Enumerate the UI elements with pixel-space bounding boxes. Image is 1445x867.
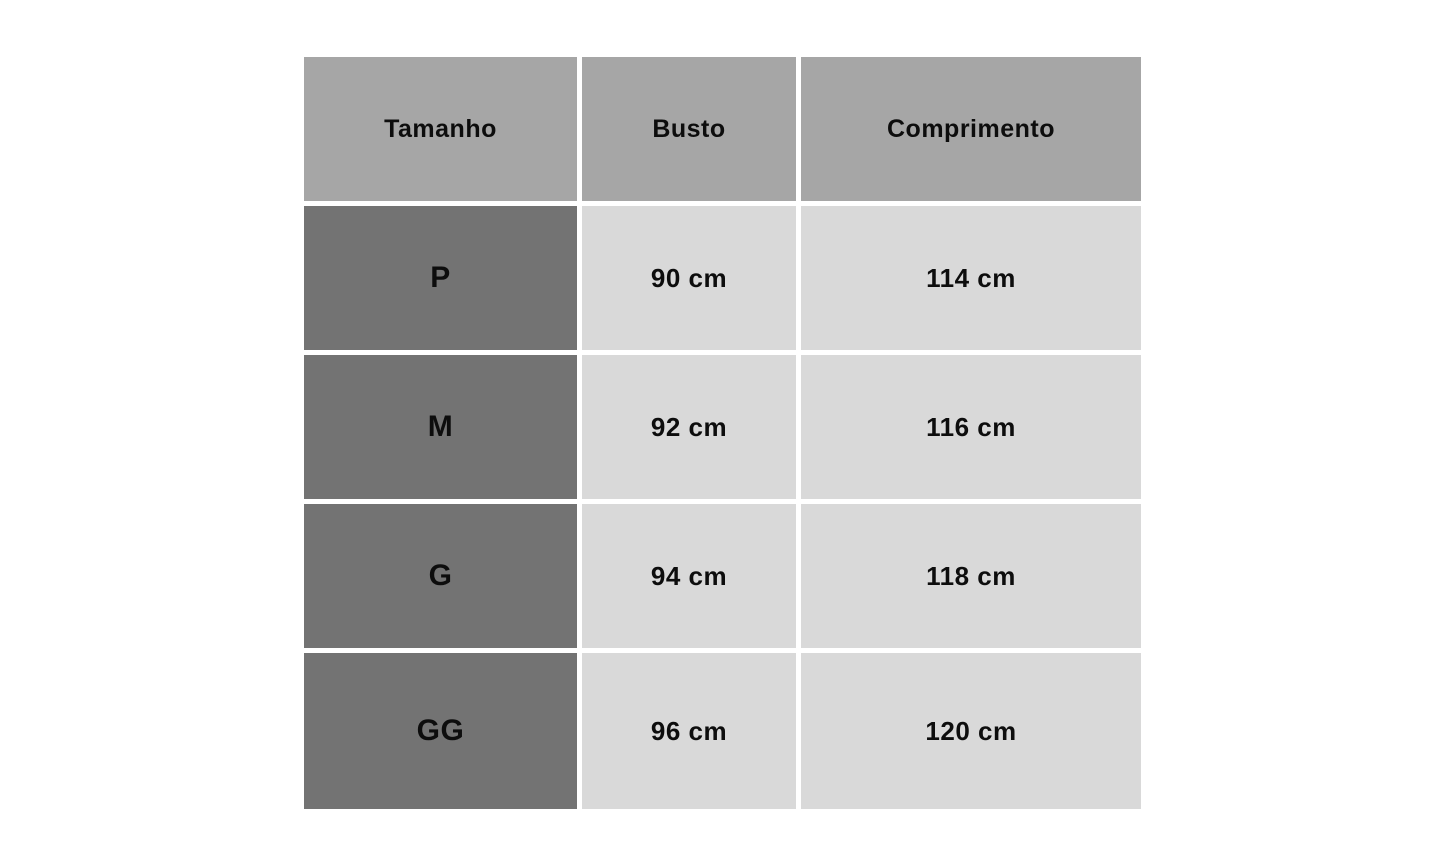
busto-value-cell: 96 cm	[582, 653, 796, 809]
column-header-tamanho: Tamanho	[304, 57, 577, 201]
size-label-cell: P	[304, 206, 577, 350]
comprimento-value-cell: 116 cm	[801, 355, 1141, 499]
busto-value-cell: 90 cm	[582, 206, 796, 350]
comprimento-value-cell: 118 cm	[801, 504, 1141, 648]
size-label-cell: M	[304, 355, 577, 499]
size-label-cell: GG	[304, 653, 577, 809]
size-chart-table: Tamanho Busto Comprimento P 90 cm 114 cm…	[304, 57, 1141, 809]
comprimento-value-cell: 120 cm	[801, 653, 1141, 809]
size-label-cell: G	[304, 504, 577, 648]
comprimento-value-cell: 114 cm	[801, 206, 1141, 350]
busto-value-cell: 94 cm	[582, 504, 796, 648]
column-header-comprimento: Comprimento	[801, 57, 1141, 201]
busto-value-cell: 92 cm	[582, 355, 796, 499]
column-header-busto: Busto	[582, 57, 796, 201]
